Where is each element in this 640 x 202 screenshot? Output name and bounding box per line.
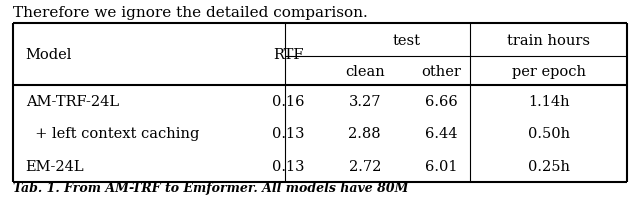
- Text: per epoch: per epoch: [512, 64, 586, 78]
- Text: EM-24L: EM-24L: [26, 159, 84, 173]
- Text: + left context caching: + left context caching: [26, 127, 199, 141]
- Text: 0.13: 0.13: [272, 159, 304, 173]
- Text: RTF: RTF: [273, 48, 303, 62]
- Text: 6.44: 6.44: [426, 127, 458, 141]
- Text: train hours: train hours: [508, 34, 590, 47]
- Text: 2.88: 2.88: [349, 127, 381, 141]
- Text: Model: Model: [26, 48, 72, 62]
- Text: Therefore we ignore the detailed comparison.: Therefore we ignore the detailed compari…: [13, 6, 367, 20]
- Text: 6.66: 6.66: [425, 95, 458, 109]
- Text: 0.16: 0.16: [272, 95, 304, 109]
- Text: 2.72: 2.72: [349, 159, 381, 173]
- Text: 1.14h: 1.14h: [528, 95, 570, 109]
- Text: other: other: [422, 64, 461, 78]
- Text: Tab. 1. From AM-TRF to Emformer. All models have 80M: Tab. 1. From AM-TRF to Emformer. All mod…: [13, 181, 408, 194]
- Text: 0.13: 0.13: [272, 127, 304, 141]
- Text: 0.50h: 0.50h: [528, 127, 570, 141]
- Text: test: test: [392, 34, 420, 47]
- Text: 0.25h: 0.25h: [528, 159, 570, 173]
- Text: clean: clean: [345, 64, 385, 78]
- Text: 6.01: 6.01: [426, 159, 458, 173]
- Text: 3.27: 3.27: [349, 95, 381, 109]
- Text: AM-TRF-24L: AM-TRF-24L: [26, 95, 119, 109]
